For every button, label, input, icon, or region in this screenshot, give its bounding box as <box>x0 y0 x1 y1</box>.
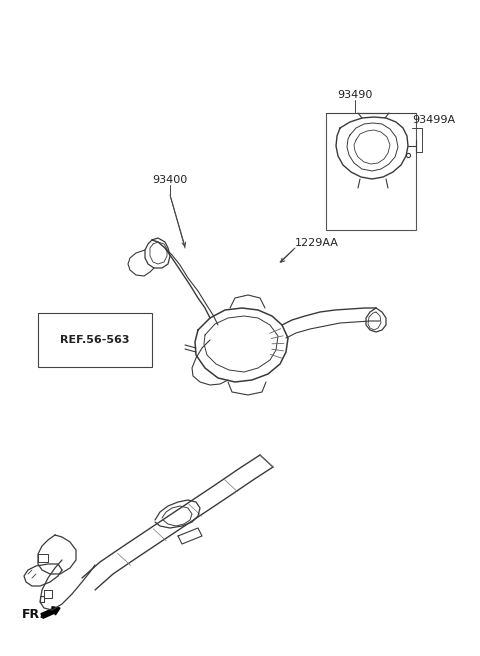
Text: 93499A: 93499A <box>412 115 455 125</box>
Text: REF.56-563: REF.56-563 <box>60 335 130 345</box>
Text: FR.: FR. <box>22 609 45 621</box>
Text: 93400: 93400 <box>152 175 188 185</box>
Bar <box>326 113 416 230</box>
Text: 93490: 93490 <box>337 90 372 100</box>
FancyArrow shape <box>41 607 60 619</box>
Text: 1229AA: 1229AA <box>295 238 339 248</box>
